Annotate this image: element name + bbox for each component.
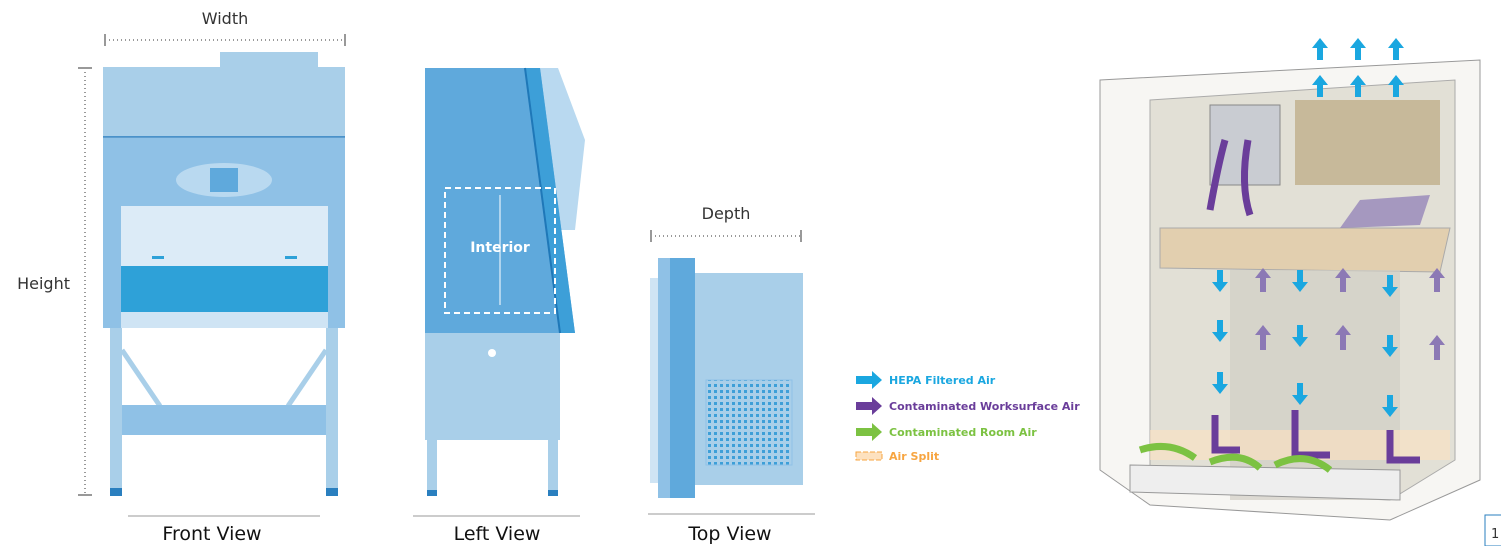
depth-label: Depth — [702, 204, 751, 223]
width-label: Width — [202, 9, 248, 28]
view-label: Top View — [687, 523, 771, 545]
legend-label: HEPA Filtered Air — [889, 374, 996, 387]
height-dimension: Height — [17, 67, 92, 496]
top-view: Depth Top View — [648, 204, 815, 545]
width-dimension: Width — [104, 9, 346, 46]
interior-label: Interior — [470, 240, 530, 256]
view-label: Front View — [162, 523, 261, 545]
page-number: 1 — [1491, 527, 1499, 542]
legend: HEPA Filtered Air Contaminated Worksurfa… — [855, 371, 1080, 463]
legend-label: Contaminated Room Air — [889, 426, 1037, 439]
legend-label: Air Split — [889, 450, 939, 463]
legend-label: Contaminated Worksurface Air — [889, 400, 1080, 413]
airflow-illustration: 1 — [1099, 38, 1501, 546]
left-view: Interior Left View — [413, 67, 585, 545]
height-label: Height — [17, 274, 70, 293]
view-label: Left View — [454, 523, 541, 545]
front-view: Front View — [103, 52, 345, 545]
